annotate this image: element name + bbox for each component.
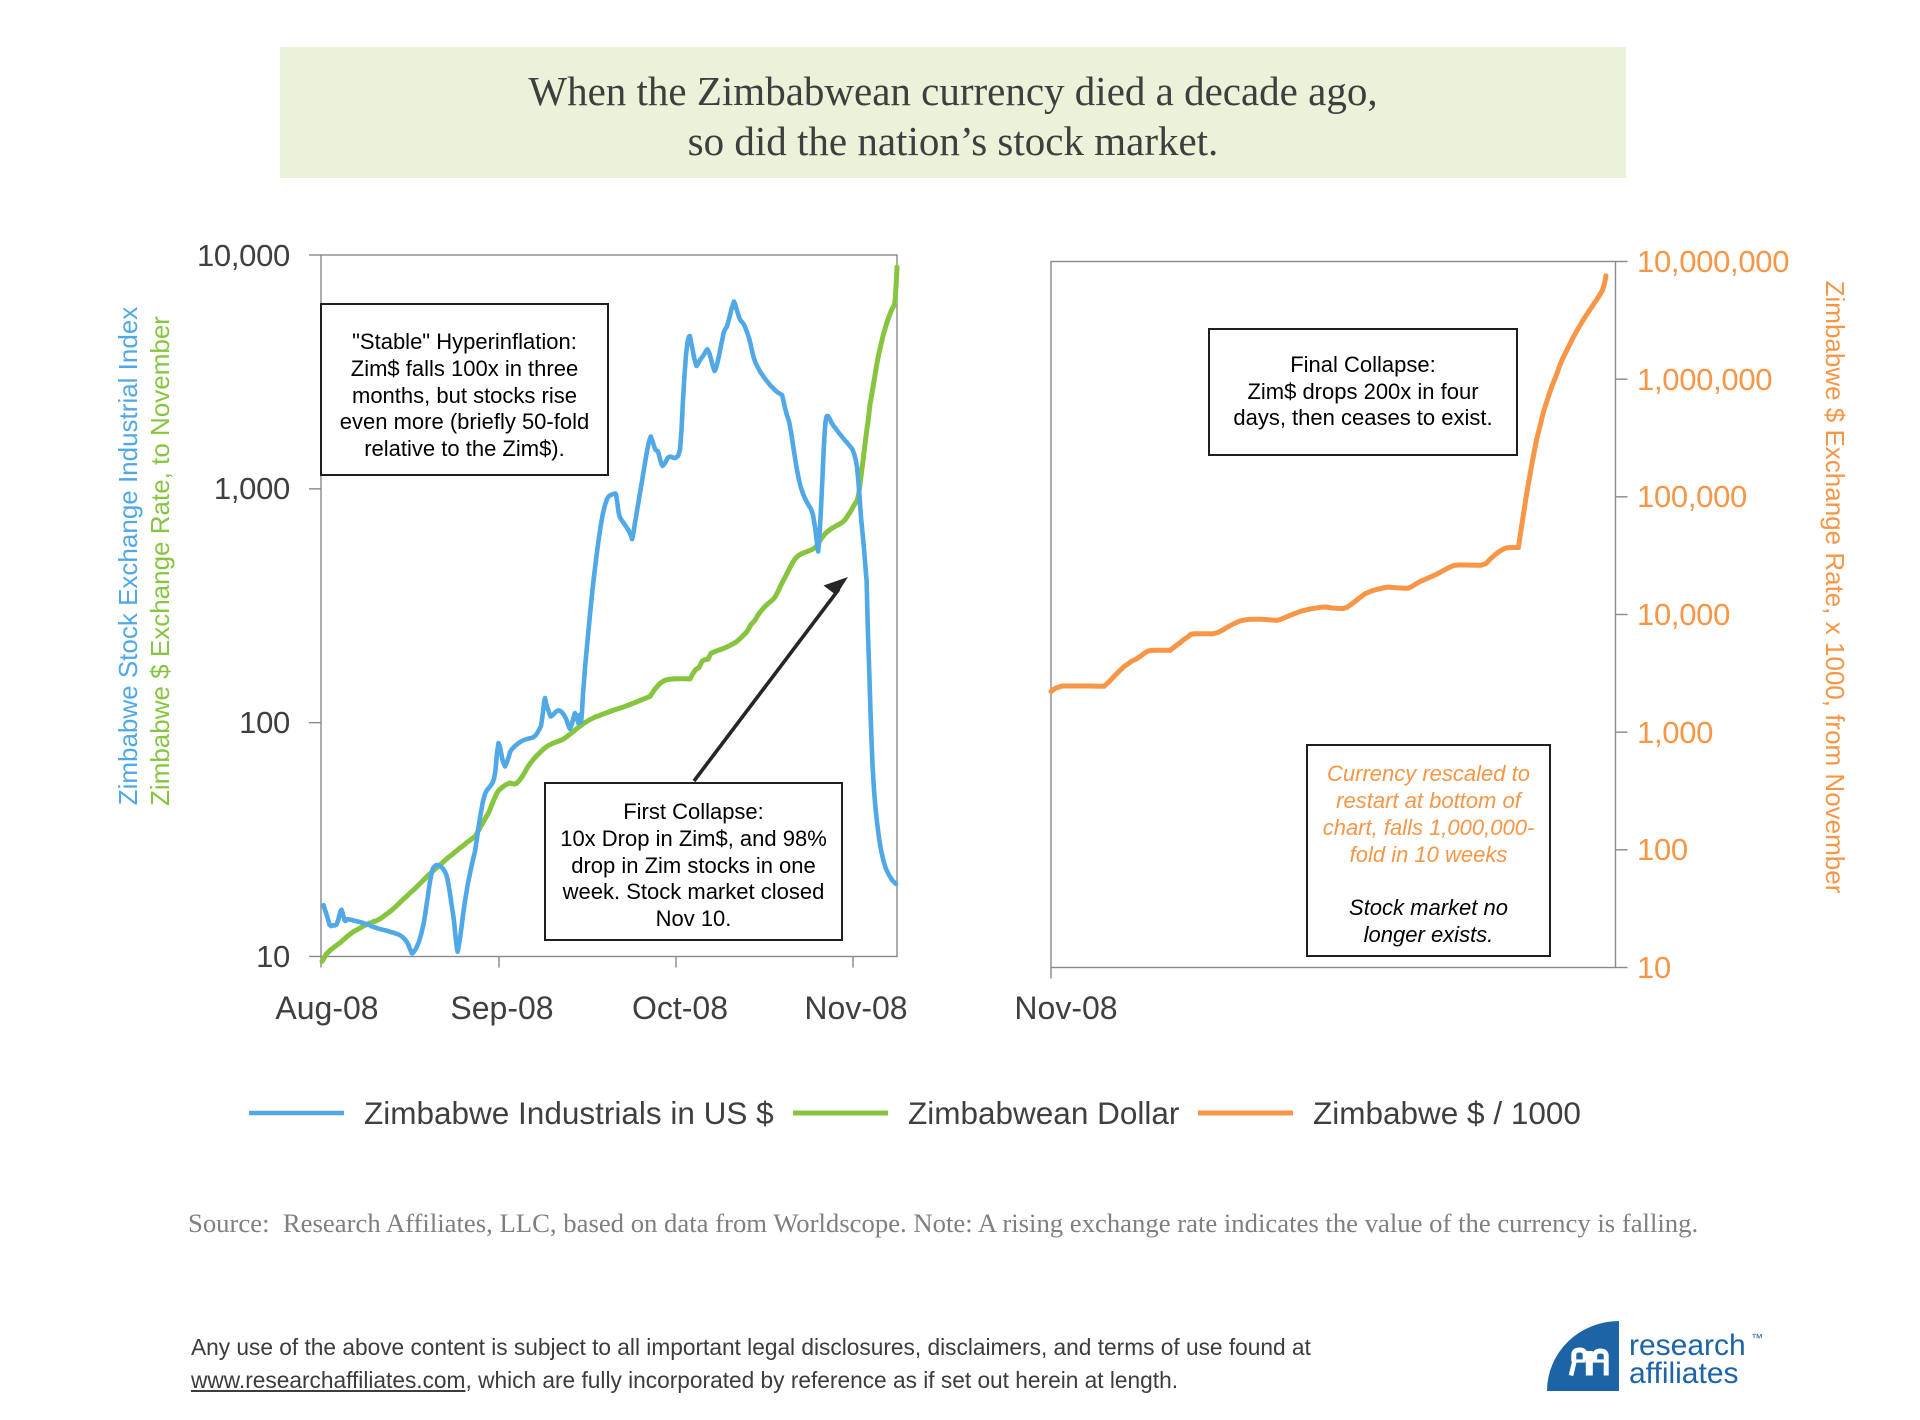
svg-text:affiliates: affiliates: [1629, 1357, 1739, 1390]
svg-text:™: ™: [1751, 1331, 1763, 1345]
svg-text:research: research: [1629, 1329, 1746, 1362]
